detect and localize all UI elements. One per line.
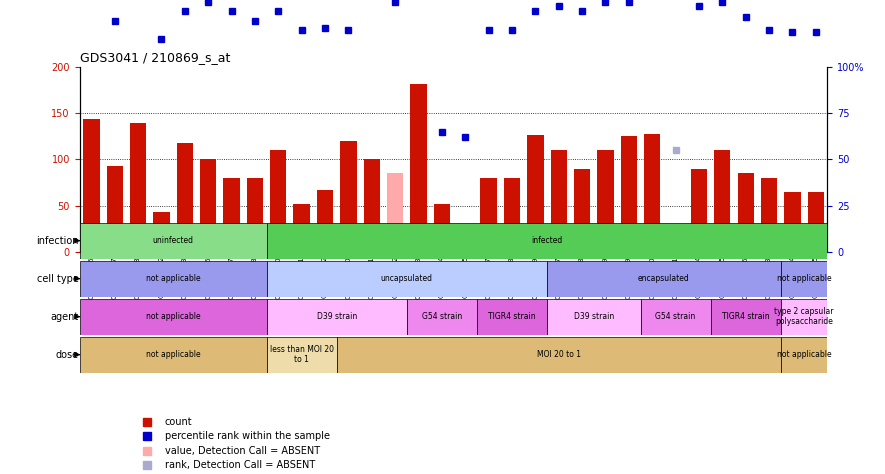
Bar	[200, 159, 216, 252]
Bar	[477, 299, 547, 335]
Bar	[527, 135, 543, 252]
Text: MOI 20 to 1: MOI 20 to 1	[536, 350, 581, 359]
Bar	[781, 261, 827, 297]
Text: not applicable: not applicable	[146, 350, 200, 359]
Bar	[504, 178, 520, 252]
Bar	[411, 84, 427, 252]
Bar	[266, 223, 827, 258]
Text: D39 strain: D39 strain	[573, 312, 614, 321]
Text: agent: agent	[50, 311, 79, 322]
Text: infection: infection	[36, 236, 79, 246]
Bar	[340, 141, 357, 252]
Bar	[317, 190, 334, 252]
Bar	[177, 143, 193, 252]
Bar	[83, 118, 99, 252]
Text: less than MOI 20
to 1: less than MOI 20 to 1	[270, 345, 334, 365]
Bar	[106, 166, 123, 252]
Bar	[364, 159, 380, 252]
Text: infected: infected	[531, 236, 563, 245]
Bar	[711, 299, 781, 335]
Bar	[387, 173, 404, 252]
Text: TIGR4 strain: TIGR4 strain	[489, 312, 535, 321]
Bar	[270, 150, 287, 252]
Text: dose: dose	[56, 350, 79, 360]
Bar	[223, 178, 240, 252]
Bar	[336, 337, 781, 373]
Text: cell type: cell type	[37, 273, 79, 283]
Text: encapsulated: encapsulated	[638, 274, 689, 283]
Bar	[80, 337, 266, 373]
Text: D39 strain: D39 strain	[317, 312, 357, 321]
Bar	[407, 299, 477, 335]
Bar	[667, 233, 684, 252]
Bar	[547, 261, 781, 297]
Text: count: count	[165, 417, 193, 427]
Text: G54 strain: G54 strain	[422, 312, 462, 321]
Bar	[644, 134, 660, 252]
Bar	[784, 191, 801, 252]
Bar	[737, 173, 754, 252]
Bar	[247, 178, 263, 252]
Bar	[153, 212, 170, 252]
Text: not applicable: not applicable	[777, 350, 831, 359]
Bar	[434, 204, 450, 252]
Bar	[781, 337, 827, 373]
Bar	[691, 169, 707, 252]
Text: uncapsulated: uncapsulated	[381, 274, 433, 283]
Bar	[714, 150, 730, 252]
Text: not applicable: not applicable	[146, 312, 200, 321]
Bar	[550, 150, 567, 252]
Bar	[80, 261, 266, 297]
Bar	[80, 223, 266, 258]
Text: rank, Detection Call = ABSENT: rank, Detection Call = ABSENT	[165, 460, 315, 470]
Bar	[620, 136, 637, 252]
Text: uninfected: uninfected	[152, 236, 194, 245]
Bar	[130, 123, 146, 252]
Text: G54 strain: G54 strain	[656, 312, 696, 321]
Text: percentile rank within the sample: percentile rank within the sample	[165, 431, 330, 441]
Bar	[641, 299, 711, 335]
Text: type 2 capsular
polysaccharide: type 2 capsular polysaccharide	[774, 307, 834, 326]
Text: not applicable: not applicable	[146, 274, 200, 283]
Bar	[781, 299, 827, 335]
Bar	[457, 226, 473, 252]
Bar	[573, 169, 590, 252]
Text: GDS3041 / 210869_s_at: GDS3041 / 210869_s_at	[80, 51, 230, 64]
Bar	[597, 150, 613, 252]
Bar	[761, 178, 777, 252]
Text: TIGR4 strain: TIGR4 strain	[722, 312, 769, 321]
Bar	[80, 299, 266, 335]
Bar	[808, 191, 824, 252]
Text: value, Detection Call = ABSENT: value, Detection Call = ABSENT	[165, 446, 320, 456]
Text: not applicable: not applicable	[777, 274, 831, 283]
Bar	[547, 299, 641, 335]
Bar	[266, 337, 336, 373]
Bar	[266, 261, 547, 297]
Bar	[481, 178, 496, 252]
Bar	[266, 299, 407, 335]
Bar	[294, 204, 310, 252]
